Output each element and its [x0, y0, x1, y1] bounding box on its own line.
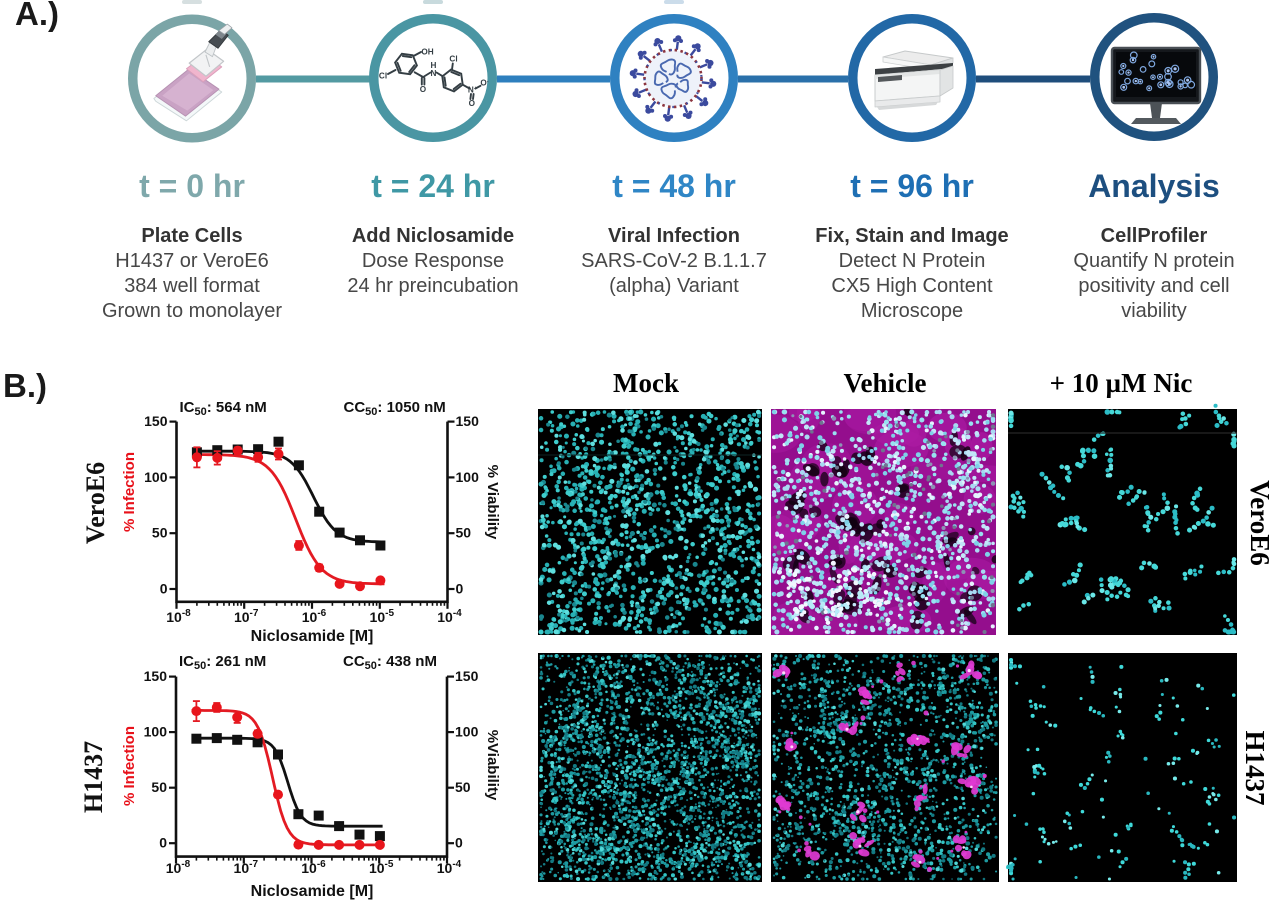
svg-text:0: 0	[455, 835, 463, 851]
svg-text:50: 50	[151, 779, 167, 795]
svg-text:150: 150	[455, 668, 479, 684]
svg-text:N+: N+	[468, 86, 477, 95]
svg-text:50: 50	[456, 525, 472, 541]
svg-text:IC50: 564 nM: IC50: 564 nM	[180, 399, 267, 418]
svg-text:150: 150	[144, 668, 168, 684]
svg-text:10-5: 10-5	[369, 859, 394, 876]
svg-text:50: 50	[152, 525, 168, 541]
svg-text:VeroE6: VeroE6	[1245, 480, 1275, 566]
svg-text:VeroE6: VeroE6	[81, 462, 110, 544]
svg-text:Niclosamide [M]: Niclosamide [M]	[251, 883, 374, 900]
svg-text:Vehicle: Vehicle	[844, 368, 927, 398]
svg-text:10-4: 10-4	[437, 859, 462, 876]
svg-text:O: O	[469, 99, 476, 108]
svg-text:0: 0	[159, 835, 167, 851]
svg-text:Mock: Mock	[613, 368, 679, 398]
svg-text:H1437: H1437	[79, 741, 108, 813]
svg-text:O: O	[420, 85, 427, 94]
svg-text:50: 50	[455, 779, 471, 795]
svg-text:100: 100	[455, 724, 479, 740]
svg-text:H1437: H1437	[1240, 730, 1270, 805]
svg-text:CC50: 1050 nM: CC50: 1050 nM	[344, 399, 446, 418]
svg-text:100: 100	[144, 724, 168, 740]
svg-text:O-: O-	[480, 79, 488, 88]
svg-text:0: 0	[160, 581, 168, 597]
svg-text:Cl: Cl	[379, 72, 387, 81]
svg-text:OH: OH	[421, 48, 433, 57]
svg-text:100: 100	[456, 469, 480, 485]
svg-text:10-8: 10-8	[166, 608, 191, 625]
svg-text:H: H	[431, 61, 437, 70]
svg-text:100: 100	[144, 469, 168, 485]
svg-text:% Viability: % Viability	[484, 465, 501, 540]
svg-text:+ 10 µM Nic: + 10 µM Nic	[1050, 368, 1193, 398]
svg-text:10-7: 10-7	[234, 608, 259, 625]
svg-text:% Infection: % Infection	[121, 452, 138, 532]
svg-text:150: 150	[144, 413, 168, 429]
svg-text:10-7: 10-7	[234, 859, 259, 876]
svg-text:CC50: 438 nM: CC50: 438 nM	[343, 653, 437, 672]
svg-text:Cl: Cl	[449, 55, 457, 64]
svg-text:%Viability: %Viability	[484, 730, 501, 801]
svg-text:10-4: 10-4	[437, 608, 462, 625]
svg-text:% Infection: % Infection	[121, 726, 138, 806]
svg-text:10-6: 10-6	[302, 608, 327, 625]
svg-text:10-8: 10-8	[166, 859, 191, 876]
svg-text:Niclosamide [M]: Niclosamide [M]	[251, 628, 374, 645]
svg-text:N: N	[431, 69, 437, 78]
svg-text:0: 0	[456, 581, 464, 597]
svg-text:150: 150	[456, 413, 480, 429]
svg-text:IC50: 261 nM: IC50: 261 nM	[179, 653, 266, 672]
svg-text:10-5: 10-5	[370, 608, 395, 625]
svg-text:10-6: 10-6	[301, 859, 326, 876]
